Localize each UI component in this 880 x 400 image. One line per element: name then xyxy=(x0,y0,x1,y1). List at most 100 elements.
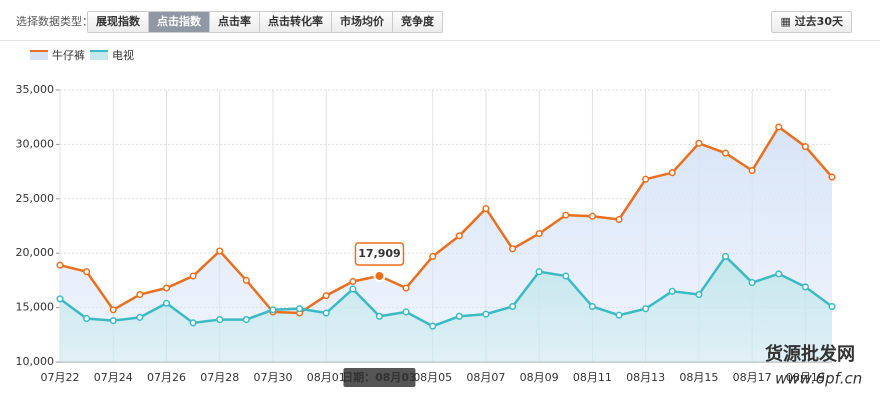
data-point xyxy=(721,252,730,261)
x-tick-label: 07月22 xyxy=(41,371,80,384)
x-tick-label: 08月01 xyxy=(307,371,346,384)
data-point xyxy=(402,284,410,292)
data-point xyxy=(136,290,144,299)
data-point xyxy=(109,317,117,325)
legend-swatch xyxy=(30,50,48,60)
data-point xyxy=(775,270,783,278)
x-tick-label: 08月15 xyxy=(679,371,718,384)
tab-button[interactable]: 点击指数 xyxy=(149,12,210,32)
data-point xyxy=(162,299,171,307)
data-point xyxy=(668,287,676,295)
data-point xyxy=(801,283,809,291)
data-point xyxy=(615,311,623,319)
data-point xyxy=(588,302,596,311)
data-point xyxy=(668,169,676,177)
data-point xyxy=(429,252,437,261)
y-tick-label: 35,000 xyxy=(16,83,55,96)
data-point xyxy=(695,139,703,147)
tab-button[interactable]: 竞争度 xyxy=(393,12,442,32)
data-point xyxy=(375,312,383,320)
data-point xyxy=(349,285,357,293)
highlight-point xyxy=(373,269,386,282)
tooltip-value: 17,909 xyxy=(358,247,400,260)
y-tick-label: 10,000 xyxy=(16,355,55,368)
legend-label: 牛仔裤 xyxy=(52,48,85,62)
button-group: 展现指数 点击指数 点击率 点击转化率 市场均价 竞争度 xyxy=(87,11,443,33)
data-point xyxy=(216,247,224,255)
data-point xyxy=(509,302,517,311)
data-point xyxy=(615,215,623,224)
tab-button[interactable]: 点击转化率 xyxy=(260,12,332,32)
data-point xyxy=(56,295,64,303)
area-fill xyxy=(60,126,832,362)
data-point xyxy=(322,309,330,317)
x-tick-label: 08月13 xyxy=(626,371,665,384)
toolbar: 选择数据类型： 展现指数 点击指数 点击率 点击转化率 市场均价 竞争度 ▦ 过去30天 xyxy=(0,0,880,41)
tab-button[interactable]: 点击率 xyxy=(210,12,260,32)
x-tick-label: 07月26 xyxy=(147,371,186,384)
x-tooltip-box xyxy=(343,368,416,387)
data-point xyxy=(56,261,64,269)
data-point xyxy=(562,272,570,280)
data-point xyxy=(535,230,543,238)
data-point xyxy=(242,276,250,284)
data-point xyxy=(83,268,91,276)
data-point xyxy=(109,306,117,314)
data-point xyxy=(535,268,543,276)
data-point xyxy=(216,316,224,324)
data-point xyxy=(83,314,91,323)
data-point xyxy=(482,310,490,318)
data-point xyxy=(402,308,410,316)
data-point xyxy=(136,313,144,321)
data-point xyxy=(242,316,250,324)
x-tick-label: 08月05 xyxy=(413,371,452,384)
x-tick-label: 07月24 xyxy=(94,371,133,384)
data-point xyxy=(642,305,650,313)
range-text: 过去30天 xyxy=(794,15,843,28)
data-point xyxy=(455,232,463,240)
data-point xyxy=(588,212,596,220)
x-tick-label: 08月07 xyxy=(466,371,505,384)
data-point xyxy=(482,205,490,213)
y-tick-label: 15,000 xyxy=(16,301,55,314)
y-tick-label: 20,000 xyxy=(16,246,55,259)
legend-swatch-top xyxy=(30,50,48,52)
data-point xyxy=(269,306,277,314)
data-point xyxy=(296,305,304,313)
x-tick-label: 08月09 xyxy=(520,371,559,384)
tab-button[interactable]: 展现指数 xyxy=(88,12,149,32)
data-point xyxy=(322,292,330,300)
legend-swatch xyxy=(90,50,108,60)
series-line xyxy=(59,254,833,328)
data-point xyxy=(828,173,836,181)
x-tick-label: 07月28 xyxy=(200,371,239,384)
y-tick-label: 25,000 xyxy=(16,192,55,205)
data-point xyxy=(429,322,437,330)
data-point xyxy=(562,211,570,219)
tooltip-box xyxy=(354,242,405,266)
legend-swatch-top xyxy=(90,50,108,52)
y-tick-label: 30,000 xyxy=(16,137,55,150)
data-point xyxy=(748,166,756,175)
data-point xyxy=(828,302,836,311)
data-point xyxy=(189,272,197,280)
data-point xyxy=(455,312,463,320)
x-tooltip-text: 日期：08月03 xyxy=(342,370,417,384)
range-button[interactable]: ▦ 过去30天 xyxy=(771,11,852,33)
x-tick-label: 07月30 xyxy=(253,371,292,384)
data-point xyxy=(775,123,783,131)
tab-button[interactable]: 市场均价 xyxy=(332,12,393,32)
data-point xyxy=(801,143,809,151)
data-point xyxy=(721,149,730,157)
data-point xyxy=(349,277,357,286)
x-tick-label: 08月19 xyxy=(786,371,825,384)
data-point xyxy=(162,284,171,292)
data-point xyxy=(189,319,197,327)
legend-label: 电视 xyxy=(112,48,134,62)
x-tick-label: 08月17 xyxy=(733,371,772,384)
area-fill xyxy=(60,256,832,362)
data-point xyxy=(509,245,517,253)
data-point xyxy=(642,175,650,183)
